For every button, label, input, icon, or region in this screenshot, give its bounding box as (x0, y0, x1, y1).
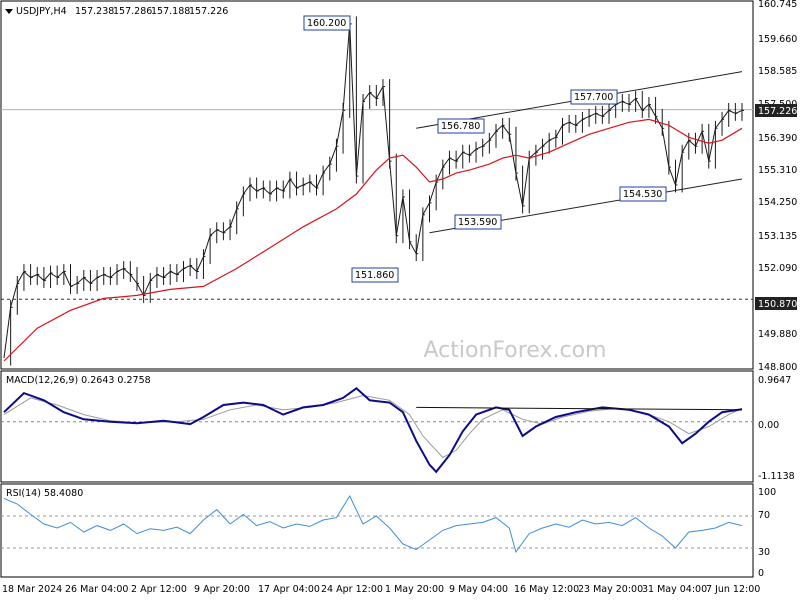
x-tick-label: 2 Apr 12:00 (131, 584, 187, 595)
macd-signal-line (3, 394, 743, 459)
annotation-151860: 151.860 (351, 267, 399, 283)
support-level-badge (755, 297, 797, 310)
annotation-153590: 153.590 (454, 214, 502, 230)
macd-layer (1, 387, 753, 474)
rsi-tick: 30 (758, 547, 770, 558)
macd-resistance-line (416, 406, 743, 411)
macd-label: MACD(12,26,9) 0.2643 0.2758 (6, 375, 151, 386)
macd-line (3, 387, 743, 474)
price-panel-frame (0, 0, 754, 370)
symbol-title: USDJPY,H4 (16, 6, 67, 17)
price-tick: 149.880 (758, 329, 797, 340)
x-axis: 18 Mar 2024 26 Mar 04:00 2 Apr 12:00 9 A… (2, 584, 760, 595)
macd-tick: 0.9647 (758, 375, 791, 386)
ohlc-open: 157.238 (75, 6, 114, 17)
annotation-156780: 156.780 (437, 118, 485, 134)
title-triangle-icon (5, 9, 13, 14)
chart-title: USDJPY,H4 157.238 157.286 157.188 157.22… (5, 6, 228, 17)
x-tick-label: 23 May 20:00 (578, 584, 643, 595)
x-tick-label: 31 May 04:00 (642, 584, 707, 595)
price-layer (1, 16, 753, 366)
macd-panel-frame (0, 370, 754, 483)
x-tick-label: 1 May 20:00 (385, 584, 444, 595)
price-tick: 153.135 (758, 231, 797, 242)
x-tick-label: 9 Apr 20:00 (194, 584, 250, 595)
current-price-badge (755, 104, 797, 117)
rsi-tick: 0 (758, 568, 764, 579)
moving-average-line (3, 118, 743, 362)
rsi-tick: 70 (758, 510, 770, 521)
rsi-tick: 100 (758, 487, 776, 498)
svg-text:154.530: 154.530 (623, 189, 662, 200)
ohlc-low: 157.188 (151, 6, 190, 17)
x-tick-label: 24 Apr 12:00 (321, 584, 383, 595)
macd-tick: 0.00 (758, 420, 779, 431)
current-price-label: 157.226 (758, 106, 797, 117)
svg-text:151.860: 151.860 (355, 270, 394, 281)
x-tick-label: 17 Apr 04:00 (258, 584, 320, 595)
x-tick-label: 18 Mar 2024 (2, 584, 62, 595)
price-tick: 159.660 (758, 34, 797, 45)
watermark: ActionForex.com (424, 338, 607, 363)
ohlc-close: 157.226 (189, 6, 228, 17)
price-tick: 158.585 (758, 66, 797, 77)
price-tick: 155.310 (758, 165, 797, 176)
x-tick-label: 16 May 12:00 (514, 584, 579, 595)
price-tick: 160.745 (758, 0, 797, 10)
rsi-layer (1, 494, 753, 554)
svg-text:160.200: 160.200 (307, 18, 346, 29)
price-tick: 148.800 (758, 362, 797, 373)
price-tick: 156.390 (758, 133, 797, 144)
support-level-label: 150.870 (758, 299, 797, 310)
rsi-line (3, 494, 743, 554)
rsi-label: RSI(14) 58.4080 (6, 488, 83, 499)
x-tick-label: 26 Mar 04:00 (65, 584, 128, 595)
svg-text:157.700: 157.700 (574, 92, 613, 103)
macd-tick: -1.1138 (758, 471, 795, 482)
annotation-157700: 157.700 (570, 89, 618, 105)
rsi-panel-frame (0, 483, 754, 578)
price-line (3, 23, 743, 359)
x-tick-label: 7 Jun 12:00 (706, 584, 760, 595)
price-tick: 154.250 (758, 197, 797, 208)
annotation-160200: 160.200 (303, 15, 351, 31)
svg-text:156.780: 156.780 (441, 121, 480, 132)
annotation-154530: 154.530 (619, 186, 667, 202)
x-tick-label: 9 May 04:00 (449, 584, 508, 595)
price-axis: 160.745 159.660 158.585 157.500 156.390 … (758, 0, 797, 373)
ohlc-high: 157.286 (113, 6, 152, 17)
svg-text:153.590: 153.590 (458, 217, 497, 228)
price-tick: 152.090 (758, 263, 797, 274)
